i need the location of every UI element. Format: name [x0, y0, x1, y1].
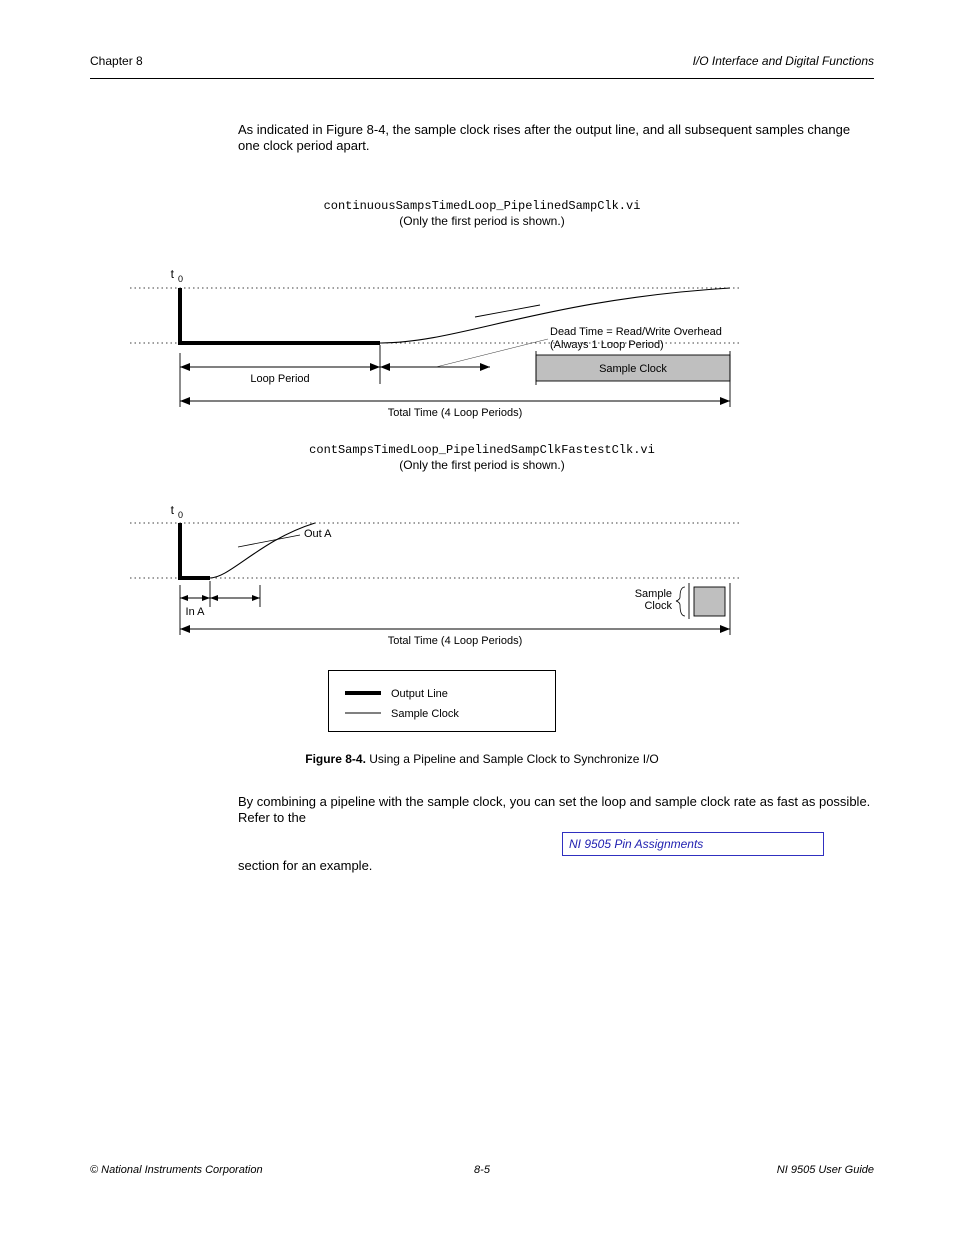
title-a-caption: continuousSampsTimedLoop_PipelinedSampCl…	[324, 199, 641, 213]
legend: Output Line Sample Clock	[328, 670, 556, 732]
intro-prefix: As indicated in	[238, 122, 326, 137]
svg-text:Output Line: Output Line	[391, 688, 448, 700]
page: Chapter 8 I/O Interface and Digital Func…	[0, 0, 954, 1235]
svg-text:Sample Clock: Sample Clock	[391, 708, 459, 720]
figure-caption: Figure 8-4. Using a Pipeline and Sample …	[90, 752, 874, 767]
svg-text:Dead Time = Read/Write Overhea: Dead Time = Read/Write Overhead	[550, 326, 722, 338]
header-right: I/O Interface and Digital Functions	[560, 54, 874, 69]
svg-text:0: 0	[178, 274, 183, 284]
title-b-note: (Only the first period is shown.)	[399, 458, 564, 472]
diagram-b: t 0 Out A In A Sample Clock Total Time	[120, 495, 890, 655]
pin-assignments-link-text: NI 9505 Pin Assignments	[569, 837, 703, 851]
svg-text:0: 0	[178, 510, 183, 520]
intro-paragraph: As indicated in Figure 8-4, the sample c…	[238, 122, 874, 155]
footer-right: NI 9505 User Guide	[560, 1164, 874, 1178]
intro-figref: Figure 8-4	[326, 122, 385, 137]
svg-text:Sample: Sample	[635, 588, 672, 600]
svg-text:Loop Period: Loop Period	[250, 373, 309, 385]
svg-text:t: t	[171, 267, 175, 281]
title-b-caption: contSampsTimedLoop_PipelinedSampClkFaste…	[309, 443, 655, 457]
svg-text:Total Time (4 Loop Periods): Total Time (4 Loop Periods)	[388, 407, 523, 419]
closing-paragraph: By combining a pipeline with the sample …	[238, 794, 874, 827]
title-b: contSampsTimedLoop_PipelinedSampClkFaste…	[90, 442, 874, 473]
svg-text:Clock: Clock	[644, 600, 672, 612]
title-a: continuousSampsTimedLoop_PipelinedSampCl…	[90, 198, 874, 229]
figure-caption-bold: Figure 8-4.	[305, 752, 366, 766]
figure-caption-rest: Using a Pipeline and Sample Clock to Syn…	[366, 752, 659, 766]
header-left: Chapter 8	[90, 54, 143, 69]
svg-text:t: t	[171, 503, 175, 517]
svg-text:In A: In A	[186, 606, 206, 618]
svg-text:Out A: Out A	[304, 528, 332, 540]
pin-assignments-link[interactable]: NI 9505 Pin Assignments	[562, 832, 824, 856]
svg-text:(Always 1 Loop Period): (Always 1 Loop Period)	[550, 339, 664, 351]
diagram-a: t 0 Loop Period Sample Clock Dead Time =…	[120, 255, 890, 425]
title-a-note: (Only the first period is shown.)	[399, 214, 564, 228]
closing-after: section for an example.	[238, 858, 874, 874]
header-rule	[90, 78, 874, 79]
svg-text:Total Time (4 Loop Periods): Total Time (4 Loop Periods)	[388, 635, 523, 647]
closing-before: By combining a pipeline with the sample …	[238, 794, 870, 825]
svg-text:Sample Clock: Sample Clock	[599, 363, 667, 375]
